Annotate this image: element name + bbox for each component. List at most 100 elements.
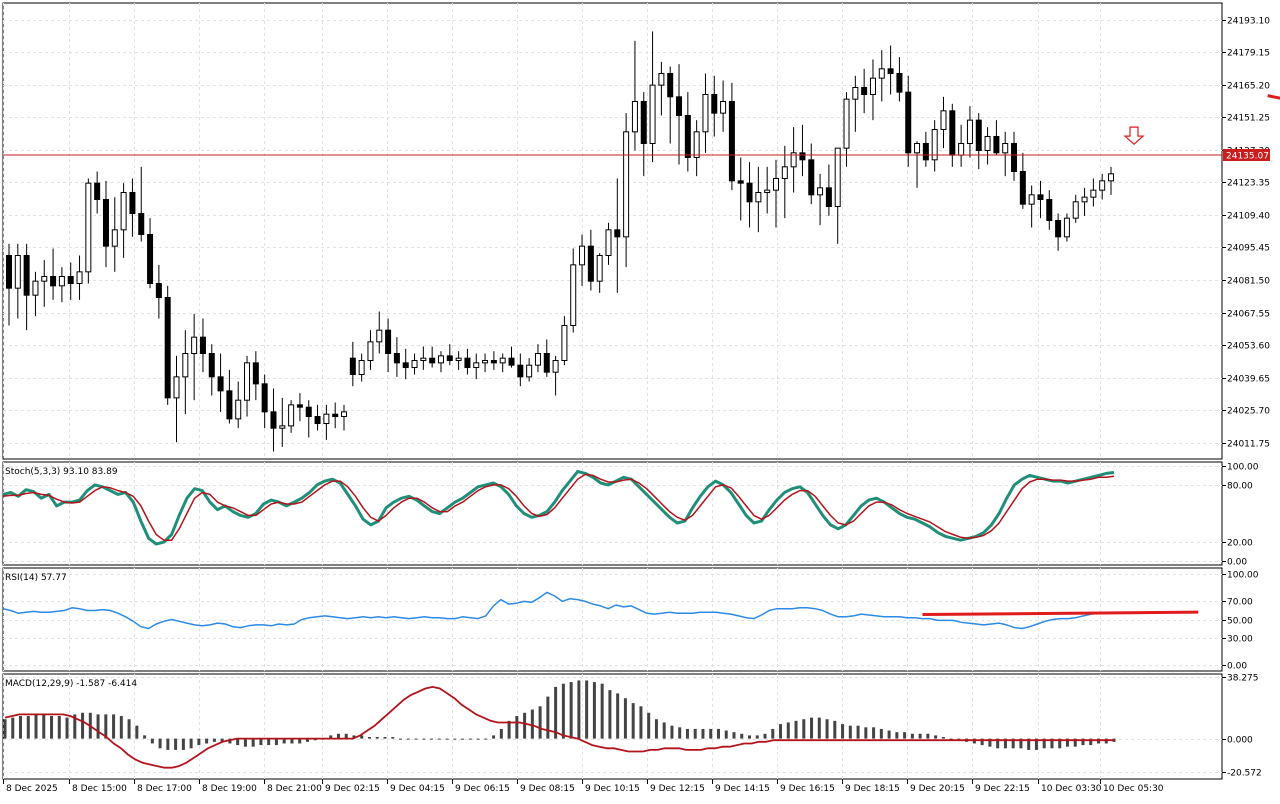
macd-bar <box>73 714 77 739</box>
bull-candle <box>58 276 65 287</box>
macd-bar <box>678 727 682 739</box>
bull-candle <box>984 135 991 151</box>
price-panel <box>3 31 1280 452</box>
bull-candle <box>878 68 885 79</box>
macd-bar <box>941 737 945 739</box>
bull-candle <box>14 255 21 289</box>
macd-bar <box>879 728 883 739</box>
macd-bar <box>561 683 565 739</box>
bear-candle <box>993 135 1000 154</box>
macd-bar <box>910 733 914 739</box>
macd-bar <box>685 728 689 739</box>
macd-bar <box>779 724 783 739</box>
x-tick-label: 9 Dec 12:15 <box>650 784 705 794</box>
macd-bar <box>360 735 364 739</box>
bear-candle <box>102 198 109 247</box>
x-tick-label: 8 Dec 19:00 <box>202 784 257 794</box>
bear-candle <box>349 357 356 376</box>
bull-candle <box>817 187 824 196</box>
bear-candle <box>252 362 259 385</box>
bull-candle <box>570 264 577 327</box>
macd-bar <box>391 737 395 739</box>
bear-candle <box>490 360 497 364</box>
y-tick-label: 24039.65 <box>1227 375 1270 385</box>
bear-candle <box>155 283 162 299</box>
bull-candle <box>367 341 374 362</box>
panel-frame <box>2 567 1223 672</box>
x-tick-label: 8 Dec 2025 <box>6 784 58 794</box>
bull-candle <box>843 98 850 149</box>
macd-bar <box>608 690 612 739</box>
bear-candle <box>640 100 647 144</box>
bull-candle <box>85 182 92 273</box>
macd-bar <box>274 738 278 746</box>
bear-candle <box>261 383 268 413</box>
macd-bar <box>864 727 868 739</box>
macd-bar <box>856 725 860 739</box>
macd-bar <box>670 725 674 739</box>
y-tick-label: 24011.75 <box>1227 440 1270 450</box>
macd-bar <box>57 716 61 739</box>
bear-candle <box>429 357 436 364</box>
macd-bar <box>592 682 596 739</box>
bear-candle <box>711 93 718 114</box>
x-tick-label: 9 Dec 22:15 <box>975 784 1030 794</box>
bear-candle <box>587 245 594 282</box>
macd-bar <box>484 738 488 740</box>
bull-candle <box>76 271 83 285</box>
bull-candle <box>658 72 665 86</box>
macd-bar <box>918 733 922 739</box>
macd-bar <box>585 680 589 739</box>
bull-candle <box>111 229 118 247</box>
bull-candle <box>120 191 127 231</box>
bear-candle <box>50 276 57 287</box>
macd-bar <box>197 738 201 746</box>
macd-bar <box>833 720 837 739</box>
macd-bar <box>437 738 441 740</box>
macd-panel <box>3 680 1116 769</box>
macd-bar <box>243 738 247 747</box>
rsi-line <box>2 591 1115 630</box>
bull-candle <box>437 355 444 364</box>
bull-candle <box>914 142 921 154</box>
bull-candle <box>341 411 348 418</box>
macd-bar <box>1081 738 1085 746</box>
bear-candle <box>296 404 303 408</box>
bull-candle <box>173 376 180 399</box>
bear-candle <box>138 212 145 236</box>
bear-candle <box>164 297 171 399</box>
bear-candle <box>208 353 215 378</box>
y-tick-label: 80.00 <box>1227 482 1253 492</box>
bear-candle <box>1011 142 1018 172</box>
bull-candle <box>455 357 462 362</box>
macd-bar <box>189 738 193 749</box>
macd-bar <box>848 725 852 739</box>
macd-bar <box>701 728 705 739</box>
bull-candle <box>32 280 39 296</box>
macd-bar <box>980 738 984 746</box>
bear-candle <box>808 159 815 196</box>
macd-bar <box>569 682 573 739</box>
bull-candle <box>244 362 251 401</box>
bull-candle <box>931 128 938 161</box>
macd-bar <box>305 738 309 742</box>
bear-candle <box>226 390 233 420</box>
x-tick-label: 9 Dec 08:15 <box>520 784 575 794</box>
macd-bar <box>1011 738 1015 749</box>
x-tick-label: 9 Dec 02:15 <box>325 784 380 794</box>
macd-bar <box>716 728 720 739</box>
stoch-title: Stoch(5,3,3) 93.10 83.89 <box>5 467 118 477</box>
macd-bar <box>259 738 263 746</box>
macd-bar <box>949 738 953 740</box>
bear-candle <box>676 96 683 116</box>
y-tick-label: 24193.10 <box>1227 17 1270 27</box>
macd-bar <box>841 724 845 739</box>
macd-bar <box>515 716 519 739</box>
macd-bar <box>1050 738 1054 749</box>
bull-candle <box>702 93 709 133</box>
bull-candle <box>420 357 427 362</box>
macd-bar <box>732 732 736 739</box>
macd-bar <box>399 738 403 740</box>
macd-bar <box>96 714 100 739</box>
